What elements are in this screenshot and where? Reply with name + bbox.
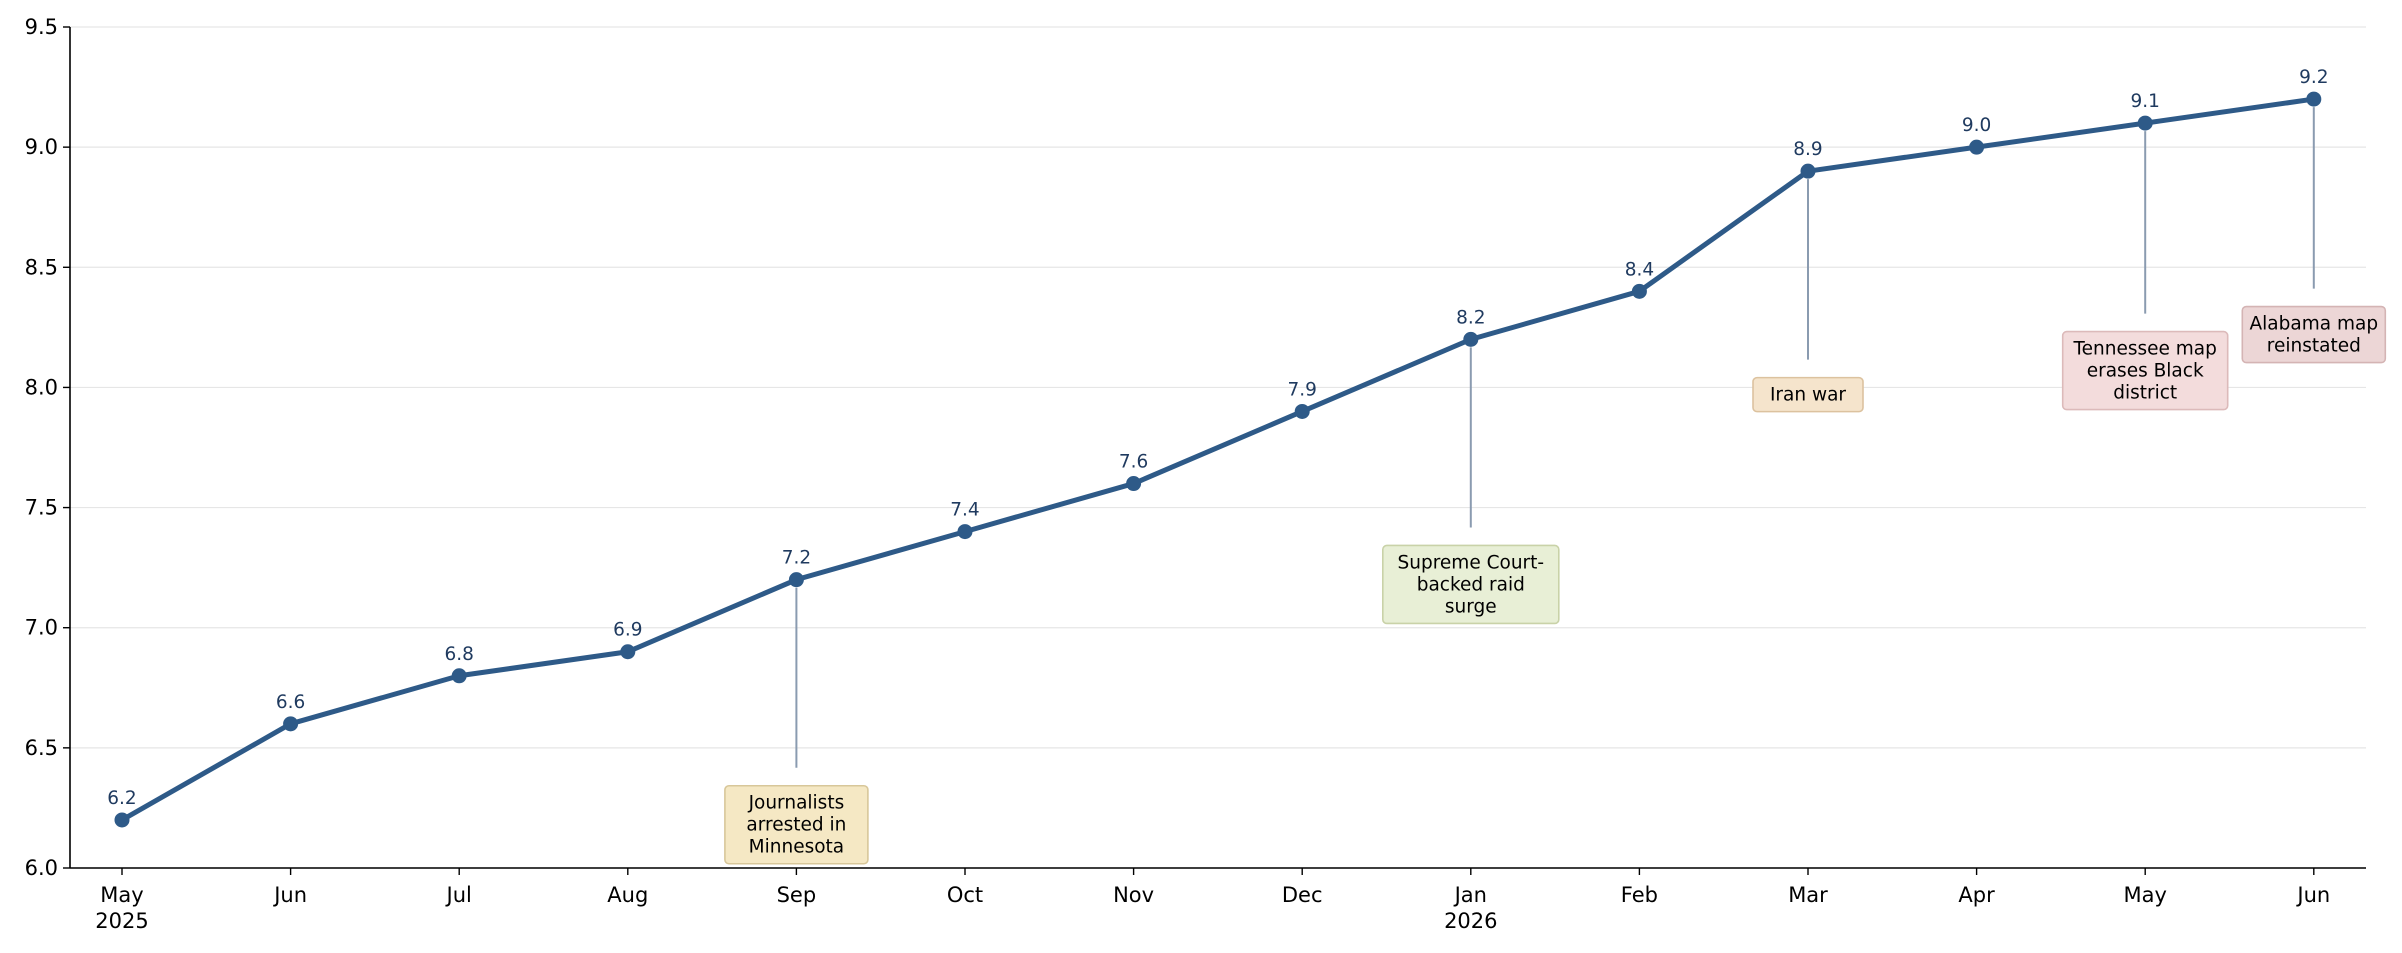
- annotation-box: [724, 784, 869, 865]
- x-tick-label-line: Jan: [1453, 883, 1487, 907]
- annotation-text-line: district: [2113, 383, 2177, 404]
- data-point: [1463, 331, 1479, 347]
- data-label: 6.2: [107, 788, 136, 809]
- x-tick-label-line: Sep: [777, 883, 817, 907]
- data-label: 8.4: [1625, 259, 1654, 280]
- annotation-text-line: Supreme Court-: [1398, 552, 1545, 573]
- data-point: [957, 524, 973, 540]
- data-label: 6.9: [613, 620, 642, 641]
- x-tick-label: Oct: [947, 883, 983, 907]
- data-point: [1631, 283, 1647, 299]
- x-tick-label-line: 2026: [1444, 909, 1497, 933]
- x-tick-label: Dec: [1282, 883, 1323, 907]
- x-tick-label-line: Oct: [947, 883, 983, 907]
- y-tick-label: 9.5: [25, 15, 58, 39]
- annotation-connectors: [795, 107, 2315, 768]
- data-label: 7.4: [950, 500, 979, 521]
- x-tick-label: Sep: [777, 883, 817, 907]
- annotation-text: Tennessee map erases Black district: [2072, 339, 2216, 404]
- annotation-text: Iran war: [1770, 385, 1846, 406]
- x-tick-label-line: Jun: [2295, 883, 2330, 907]
- x-tick-label-line: May: [2123, 883, 2166, 907]
- y-tick-label: 8.0: [25, 375, 58, 399]
- x-tick-label-line: Jul: [445, 883, 472, 907]
- data-point: [1126, 476, 1142, 492]
- annotation-text-line: arrested in: [746, 815, 846, 836]
- data-label: 7.2: [782, 548, 811, 569]
- annotation-text-line: backed raid: [1417, 574, 1525, 595]
- data-point: [451, 668, 467, 684]
- y-tick-label: 7.0: [25, 616, 58, 640]
- annotation-text-line: Minnesota: [749, 837, 844, 858]
- x-tick-label: Aug: [607, 883, 648, 907]
- data-point: [1800, 163, 1816, 179]
- annotation-box: [2061, 330, 2229, 411]
- annotation-boxes: Journalists arrested in Minnesota Supreme C…: [724, 305, 2387, 865]
- annotation-text: Journalists arrested in Minnesota: [746, 793, 846, 858]
- x-tick-label-line: Dec: [1282, 883, 1323, 907]
- annotation-text-line: surge: [1445, 596, 1497, 617]
- x-tick-label-line: 2025: [95, 909, 148, 933]
- data-label: 8.2: [1456, 307, 1485, 328]
- annotation-text-line: erases Black: [2087, 361, 2204, 382]
- data-label: 8.9: [1793, 139, 1822, 160]
- data-point: [2306, 91, 2322, 107]
- x-tick-label: Apr: [1958, 883, 1995, 907]
- data-label: 9.0: [1962, 115, 1991, 136]
- annotation-text: Supreme Court-backed raid surge: [1398, 552, 1545, 617]
- x-tick-label-line: Apr: [1958, 883, 1995, 907]
- data-label: 7.6: [1119, 452, 1148, 473]
- x-tick-label: Jul: [445, 883, 472, 907]
- gridlines: [70, 26, 2366, 869]
- x-tick-label-line: Nov: [1113, 883, 1154, 907]
- y-tick-label: 7.5: [25, 496, 58, 520]
- data-point: [283, 716, 299, 732]
- data-label: 6.8: [444, 644, 473, 665]
- series-line: [119, 96, 2317, 823]
- y-tick-label: 6.5: [25, 736, 58, 760]
- x-tick-label: May 2025: [95, 883, 148, 933]
- x-tick-label-line: Feb: [1621, 883, 1658, 907]
- data-point: [620, 644, 636, 660]
- x-tick-label: Jan 2026: [1444, 883, 1497, 933]
- data-point: [114, 812, 130, 828]
- series-line-path: [119, 96, 2317, 823]
- annotation-text: Alabama map reinstated: [2250, 314, 2379, 357]
- annotation-text-line: reinstated: [2267, 336, 2361, 357]
- x-tick-label: Feb: [1621, 883, 1658, 907]
- data-label: 9.1: [2130, 91, 2159, 112]
- annotation-text-line: Iran war: [1770, 385, 1846, 406]
- data-label: 7.9: [1287, 379, 1316, 400]
- x-tick-label-line: Aug: [607, 883, 648, 907]
- x-tick-label: May: [2123, 883, 2166, 907]
- annotation-text-line: Alabama map: [2250, 314, 2379, 335]
- data-label: 6.6: [276, 692, 305, 713]
- data-labels: 6.2 6.6 6.8 6.9 7.2 7.4 7.6 7.9 8.2 8.4 8.9 9.0 9.1 9…: [107, 67, 2328, 809]
- x-tick-label: Jun: [272, 883, 307, 907]
- x-tick-label-line: Mar: [1788, 883, 1828, 907]
- x-tick-label: Jun: [2295, 883, 2330, 907]
- y-tick-label: 8.5: [25, 255, 58, 279]
- x-tick-label-line: Jun: [272, 883, 307, 907]
- y-tick-label: 6.0: [25, 856, 58, 880]
- data-point: [1969, 139, 1985, 155]
- data-label: 9.2: [2299, 67, 2328, 88]
- annotation-box: [1752, 376, 1864, 413]
- annotation-box: [2241, 305, 2387, 364]
- data-point: [788, 572, 804, 588]
- data-points: [114, 91, 2322, 828]
- y-tick-label: 9.0: [25, 135, 58, 159]
- data-point: [2137, 115, 2153, 131]
- x-tick-label: Nov: [1113, 883, 1154, 907]
- data-point: [1294, 403, 1310, 419]
- annotation-text-line: Journalists: [748, 793, 845, 814]
- annotation-text-line: Tennessee map: [2072, 339, 2216, 360]
- x-tick-label: Mar: [1788, 883, 1828, 907]
- x-tick-label-line: May: [100, 883, 143, 907]
- annotation-box: [1382, 544, 1560, 625]
